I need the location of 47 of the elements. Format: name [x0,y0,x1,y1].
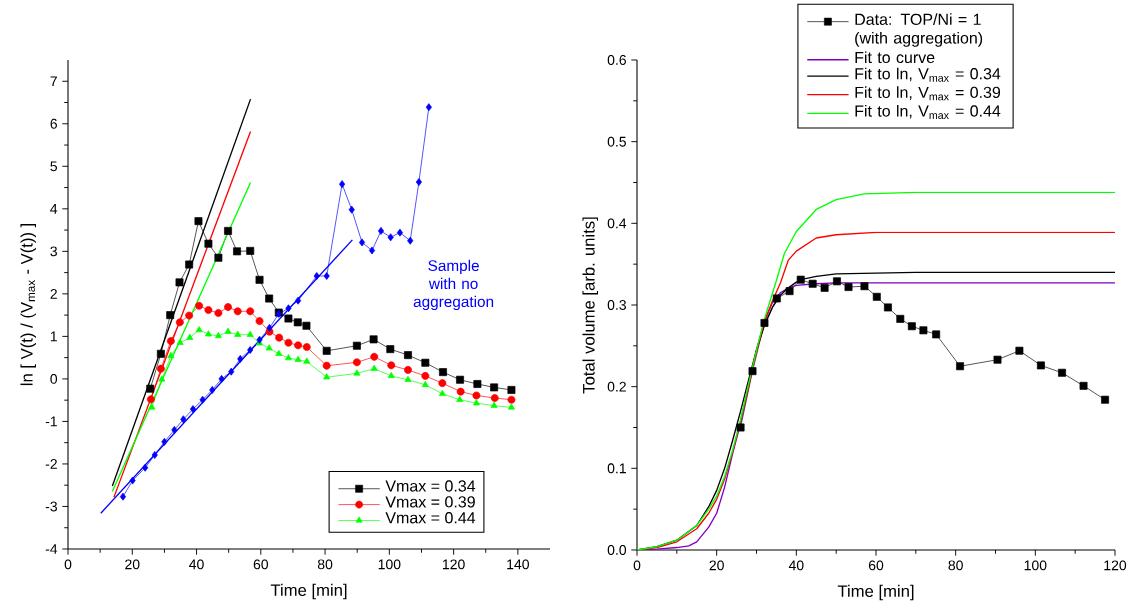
x-tick-label: 60 [868,560,884,571]
annotation: Sample with no aggregation [413,259,494,311]
legend-label: Vmax = 0.44 [385,512,476,524]
legend-label: Fit to ln, V$_{max}$ = 0.34 [855,67,1001,82]
y-tick-label: -1 [45,416,57,427]
x-tick-label: 60 [253,559,269,570]
y-tick-label: 0.1 [607,463,626,474]
x-tick-label: 20 [125,559,140,570]
y-tick-label: 7 [50,76,57,87]
y-tick-label: 2 [50,288,57,299]
x-tick-label: 80 [317,559,333,570]
legend-label: Fit to ln, V$_{max}$ = 0.44 [855,104,1001,120]
x-tick-label: 100 [1024,560,1047,571]
x-tick-label: 120 [1104,560,1127,571]
y-tick-label: -2 [45,459,57,469]
x-tick-label: 140 [507,559,529,570]
x-axis-title: Time [min] [270,583,347,600]
x-tick-label: 0 [64,559,72,570]
legend-label: Fit to curve [855,51,935,64]
x-tick-label: 100 [378,559,401,570]
legend-label: Vmax = 0.34 [385,480,476,492]
legend-label: Vmax = 0.39 [385,496,475,508]
y-tick-label: 0 [50,373,58,384]
y-tick-label: -3 [45,501,57,512]
x-tick-label: 120 [442,559,465,570]
x-tick-label: 80 [948,560,963,571]
y-tick-label: 0.2 [607,381,626,392]
y-tick-label: 0.6 [607,55,626,65]
legend-label: Data: TOP/Ni = 1 (with aggregation) [855,13,983,47]
x-tick-label: 20 [709,560,724,571]
y-tick-label: 4 [50,204,58,214]
y-tick-label: 6 [50,118,57,129]
x-tick-label: 40 [189,559,204,570]
y-tick-label: 3 [50,246,57,257]
y-tick-label: 0.4 [607,218,627,229]
x-tick-label: 0 [633,560,641,571]
y-tick-label: 5 [50,161,58,172]
y-tick-label: 0.3 [607,300,626,310]
legend-label: Fit to ln, V$_{max}$ = 0.39 [855,86,1001,101]
x-tick-label: 40 [788,560,804,571]
y-tick-label: 1 [50,331,57,342]
y-axis-title: Total volume [arb. units] [582,217,598,394]
x-axis-title: Time [min] [837,584,914,601]
y-axis-title: ln [ V(t) / (V$_{max}$ - V(t)) ] [20,223,36,386]
y-tick-label: 0.0 [607,545,627,555]
y-tick-label: 0.5 [607,136,627,147]
y-tick-label: -4 [45,544,58,554]
